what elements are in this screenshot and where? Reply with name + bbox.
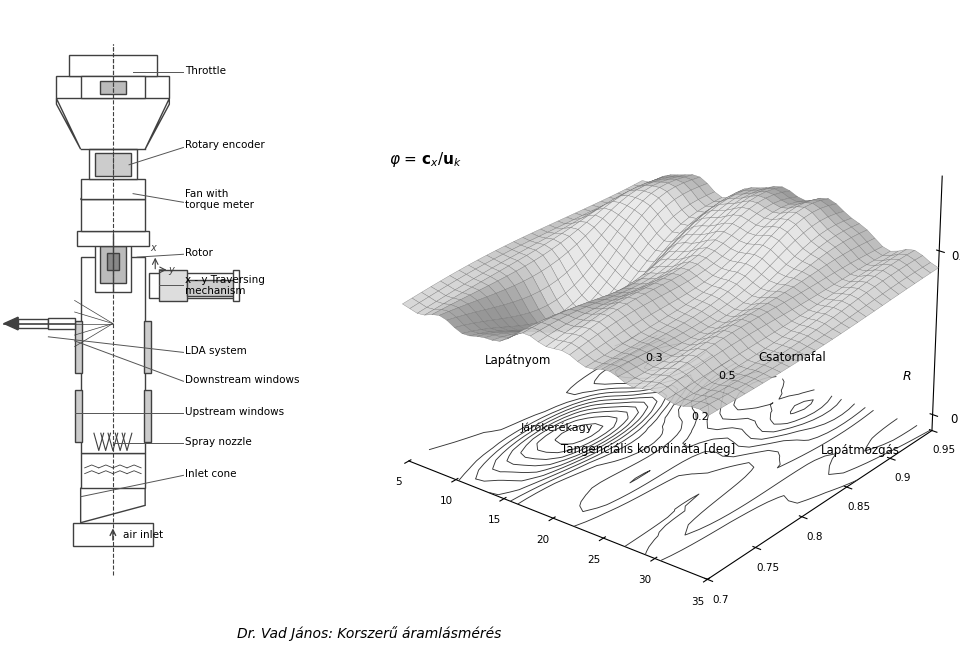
Text: Lapátmozgás: Lapátmozgás [821, 444, 900, 457]
Bar [88, 149, 137, 179]
Polygon shape [57, 98, 81, 149]
Polygon shape [81, 179, 145, 199]
Text: 0.5: 0.5 [718, 371, 735, 381]
Polygon shape [145, 98, 169, 149]
Text: Upstream windows: Upstream windows [185, 407, 284, 417]
Text: Fan with
torque meter: Fan with torque meter [185, 189, 254, 210]
Bar [81, 77, 145, 98]
Bar [68, 54, 157, 77]
Bar [95, 234, 131, 292]
Text: Dr. Vad János: Korszerű áramlásmérés: Dr. Vad János: Korszerű áramlásmérés [237, 626, 502, 641]
Text: x: x [151, 243, 156, 253]
Bar [233, 270, 239, 301]
Bar [81, 453, 145, 488]
Text: Spray nozzle: Spray nozzle [185, 437, 252, 447]
Bar [159, 270, 187, 301]
Bar [81, 199, 145, 231]
Text: y: y [169, 265, 174, 276]
Text: Lapátnyom: Lapátnyom [485, 354, 551, 367]
Text: R: R [902, 371, 911, 384]
Bar [18, 319, 48, 328]
Text: Rotor: Rotor [185, 248, 213, 258]
Polygon shape [81, 488, 145, 523]
Bar [187, 279, 234, 296]
Bar [149, 274, 238, 298]
Polygon shape [4, 318, 18, 330]
Bar [77, 231, 149, 245]
Text: 0.2: 0.2 [691, 412, 708, 422]
Text: Throttle: Throttle [185, 66, 227, 76]
Bar [81, 179, 145, 199]
Bar [144, 390, 151, 442]
Text: 0.3: 0.3 [645, 353, 662, 363]
Bar [75, 321, 82, 373]
Bar [107, 253, 119, 270]
Bar [81, 257, 145, 453]
Bar [100, 81, 126, 94]
Text: x - y Traversing
mechanism: x - y Traversing mechanism [185, 275, 265, 297]
Text: Inlet cone: Inlet cone [185, 469, 237, 480]
Bar [73, 523, 154, 546]
Text: LDA system: LDA system [185, 346, 248, 356]
Text: Downstream windows: Downstream windows [185, 375, 300, 385]
Bar [100, 245, 126, 283]
Bar [95, 154, 131, 176]
Bar [48, 318, 75, 329]
Text: $\varphi$ = $\mathbf{c}_x$/$\mathbf{u}_k$: $\varphi$ = $\mathbf{c}_x$/$\mathbf{u}_k… [389, 150, 462, 169]
Text: Tangenciális koordináta [deg]: Tangenciális koordináta [deg] [561, 443, 735, 456]
Text: air inlet: air inlet [123, 531, 163, 541]
Bar [144, 321, 151, 373]
Bar [75, 390, 82, 442]
Bar [57, 77, 169, 98]
Text: Járókerékagy: Járókerékagy [520, 422, 592, 433]
Text: Csatornafal: Csatornafal [758, 351, 827, 364]
Text: Rotary encoder: Rotary encoder [185, 140, 265, 150]
